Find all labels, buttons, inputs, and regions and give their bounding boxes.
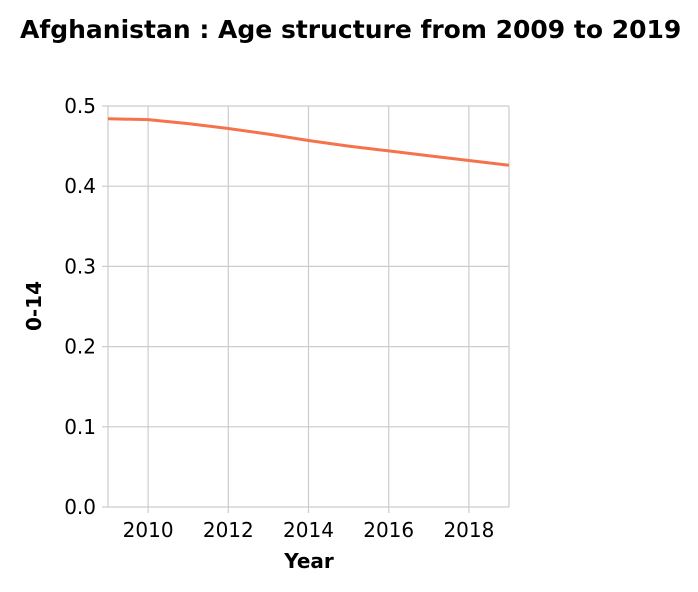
y-axis-label: 0-14 [22,281,46,331]
tick-marks [102,105,470,513]
x-tick-label: 2016 [363,518,414,542]
series-line [107,117,510,167]
series-layer [107,117,510,167]
x-tick-label: 2010 [123,518,174,542]
chart-title: Afghanistan : Age structure from 2009 to… [20,15,682,44]
y-tick-label: 0.1 [64,415,96,439]
y-tick-label: 0.5 [64,94,96,118]
x-tick-label: 2018 [443,518,494,542]
y-tick-label: 0.0 [64,495,96,519]
grid-lines [107,105,510,508]
x-axis-label: Year [283,549,334,573]
x-tick-label: 2014 [283,518,334,542]
y-tick-label: 0.4 [64,174,96,198]
y-tick-label: 0.2 [64,335,96,359]
x-tick-label: 2012 [203,518,254,542]
y-tick-label: 0.3 [64,254,96,278]
tick-labels: 0.0 0.1 0.2 0.3 0.4 0.5 2010 2012 2014 2016 2018 [64,94,494,542]
